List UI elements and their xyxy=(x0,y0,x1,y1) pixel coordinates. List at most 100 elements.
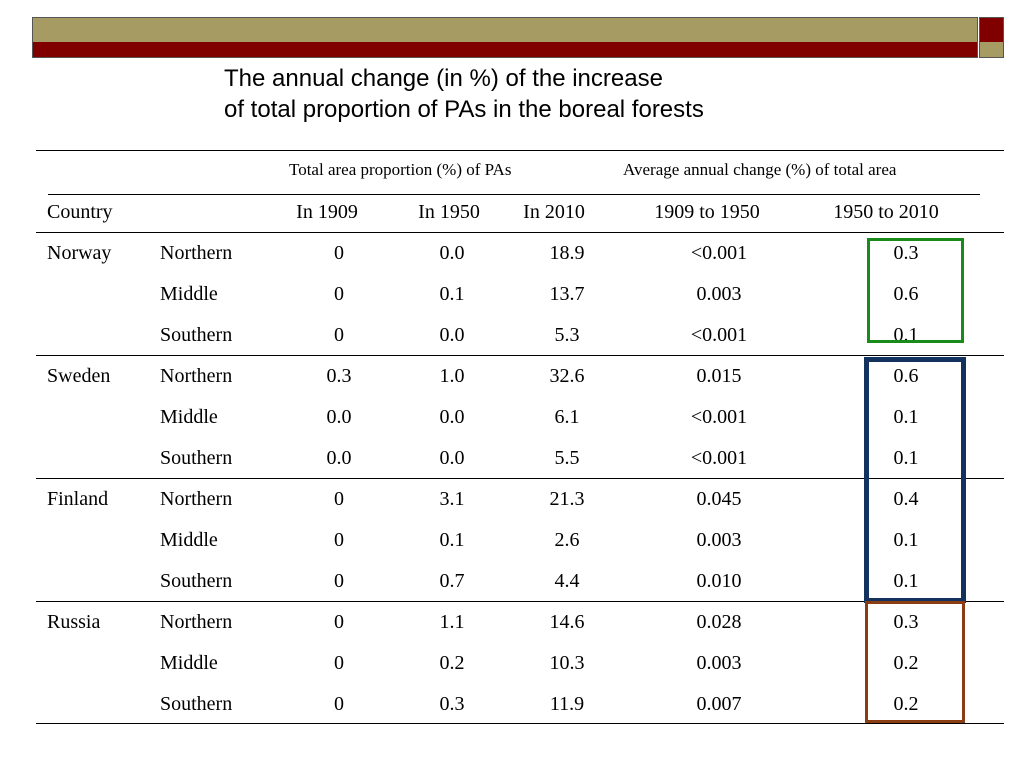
slide-title-line-1: The annual change (in %) of the increase xyxy=(224,65,663,92)
cell-in-1909: 0 xyxy=(334,324,344,346)
group-header-total-area: Total area proportion (%) of PAs xyxy=(289,160,512,179)
cell-change-1950-2010: 0.6 xyxy=(893,283,919,305)
cell-in-2010: 6.1 xyxy=(554,406,580,428)
cell-change-1909-1950: <0.001 xyxy=(690,406,748,428)
cell-change-1950-2010: 0.3 xyxy=(893,242,919,264)
table-top-rule xyxy=(36,150,1004,151)
cell-change-1909-1950: <0.001 xyxy=(690,242,748,264)
region-label: Southern xyxy=(160,324,233,346)
cell-in-1909: 0 xyxy=(334,693,344,715)
column-header-1950-to-2010: 1950 to 2010 xyxy=(833,201,939,223)
region-label: Southern xyxy=(160,570,233,592)
region-label: Middle xyxy=(160,406,218,428)
table-columns-rule xyxy=(36,232,1004,233)
region-label: Northern xyxy=(160,242,233,264)
region-label: Middle xyxy=(160,652,218,674)
corner-square-maroon xyxy=(979,17,1004,43)
cell-in-1909: 0 xyxy=(334,652,344,674)
region-label: Southern xyxy=(160,447,233,469)
cell-in-1909: 0 xyxy=(334,570,344,592)
cell-change-1909-1950: 0.003 xyxy=(696,283,742,305)
cell-change-1909-1950: 0.045 xyxy=(696,488,742,510)
cell-in-1950: 0.0 xyxy=(439,324,465,346)
country-label: Finland xyxy=(47,488,109,510)
column-header-1909-to-1950: 1909 to 1950 xyxy=(654,201,760,223)
table-bottom-rule xyxy=(36,723,1004,724)
cell-in-2010: 5.3 xyxy=(554,324,580,346)
cell-in-2010: 21.3 xyxy=(549,488,585,510)
region-label: Middle xyxy=(160,529,218,551)
cell-in-2010: 4.4 xyxy=(554,570,580,592)
cell-in-1909: 0 xyxy=(334,611,344,633)
cell-in-2010: 11.9 xyxy=(549,693,585,715)
column-header-in-1950: In 1950 xyxy=(418,201,480,223)
cell-in-2010: 18.9 xyxy=(549,242,585,264)
country-label: Sweden xyxy=(47,365,111,387)
cell-in-2010: 14.6 xyxy=(549,611,585,633)
country-label: Russia xyxy=(47,611,101,633)
cell-change-1909-1950: <0.001 xyxy=(690,324,748,346)
cell-change-1909-1950: 0.028 xyxy=(696,611,742,633)
cell-in-1909: 0 xyxy=(334,488,344,510)
cell-in-2010: 5.5 xyxy=(554,447,580,469)
cell-in-1950: 0.1 xyxy=(439,529,465,551)
table-group-rule xyxy=(36,478,1004,479)
cell-change-1950-2010: 0.2 xyxy=(893,652,919,674)
region-label: Northern xyxy=(160,611,233,633)
highlight-box-norway xyxy=(867,238,964,343)
region-label: Southern xyxy=(160,693,233,715)
cell-in-1950: 0.0 xyxy=(439,242,465,264)
table-header-rule xyxy=(48,194,980,195)
column-header-in-2010: In 2010 xyxy=(523,201,585,223)
cell-change-1950-2010: 0.1 xyxy=(893,406,919,428)
cell-in-1950: 3.1 xyxy=(439,488,465,510)
cell-in-1909: 0.0 xyxy=(326,406,352,428)
table-group-rule xyxy=(36,355,1004,356)
slide-title: The annual change (in %) of the increase… xyxy=(224,63,704,125)
column-header-country: Country xyxy=(47,201,113,223)
cell-change-1950-2010: 0.3 xyxy=(893,611,919,633)
cell-in-2010: 10.3 xyxy=(549,652,585,674)
cell-in-1909: 0 xyxy=(334,529,344,551)
cell-in-1909: 0.0 xyxy=(326,447,352,469)
cell-change-1909-1950: 0.003 xyxy=(696,529,742,551)
cell-change-1909-1950: <0.001 xyxy=(690,447,748,469)
corner-square-olive xyxy=(979,42,1004,58)
cell-in-1950: 0.3 xyxy=(439,693,465,715)
cell-in-1950: 0.1 xyxy=(439,283,465,305)
highlight-box-sweden-finland xyxy=(864,357,966,603)
header-banner-maroon xyxy=(32,42,978,58)
region-label: Middle xyxy=(160,283,218,305)
region-label: Northern xyxy=(160,365,233,387)
cell-change-1950-2010: 0.4 xyxy=(893,488,919,510)
cell-change-1909-1950: 0.003 xyxy=(696,652,742,674)
column-header-in-1909: In 1909 xyxy=(296,201,358,223)
highlight-box-russia xyxy=(865,601,965,723)
cell-change-1950-2010: 0.1 xyxy=(893,570,919,592)
cell-in-2010: 13.7 xyxy=(549,283,585,305)
cell-in-1950: 0.0 xyxy=(439,447,465,469)
cell-in-2010: 32.6 xyxy=(549,365,585,387)
cell-change-1950-2010: 0.2 xyxy=(893,693,919,715)
cell-in-1950: 0.2 xyxy=(439,652,465,674)
cell-in-1950: 0.7 xyxy=(439,570,465,592)
cell-change-1909-1950: 0.010 xyxy=(696,570,742,592)
group-header-annual-change: Average annual change (%) of total area xyxy=(623,160,897,179)
cell-change-1909-1950: 0.007 xyxy=(696,693,742,715)
cell-in-1950: 1.1 xyxy=(439,611,465,633)
cell-in-2010: 2.6 xyxy=(554,529,580,551)
cell-in-1909: 0 xyxy=(334,242,344,264)
country-label: Norway xyxy=(47,242,112,264)
cell-change-1950-2010: 0.6 xyxy=(893,365,919,387)
cell-in-1950: 0.0 xyxy=(439,406,465,428)
table-group-rule xyxy=(36,601,1004,602)
cell-change-1909-1950: 0.015 xyxy=(696,365,742,387)
cell-change-1950-2010: 0.1 xyxy=(893,529,919,551)
slide-title-line-2: of total proportion of PAs in the boreal… xyxy=(224,96,704,123)
cell-in-1950: 1.0 xyxy=(439,365,465,387)
region-label: Northern xyxy=(160,488,233,510)
cell-in-1909: 0.3 xyxy=(326,365,352,387)
cell-in-1909: 0 xyxy=(334,283,344,305)
cell-change-1950-2010: 0.1 xyxy=(893,447,919,469)
